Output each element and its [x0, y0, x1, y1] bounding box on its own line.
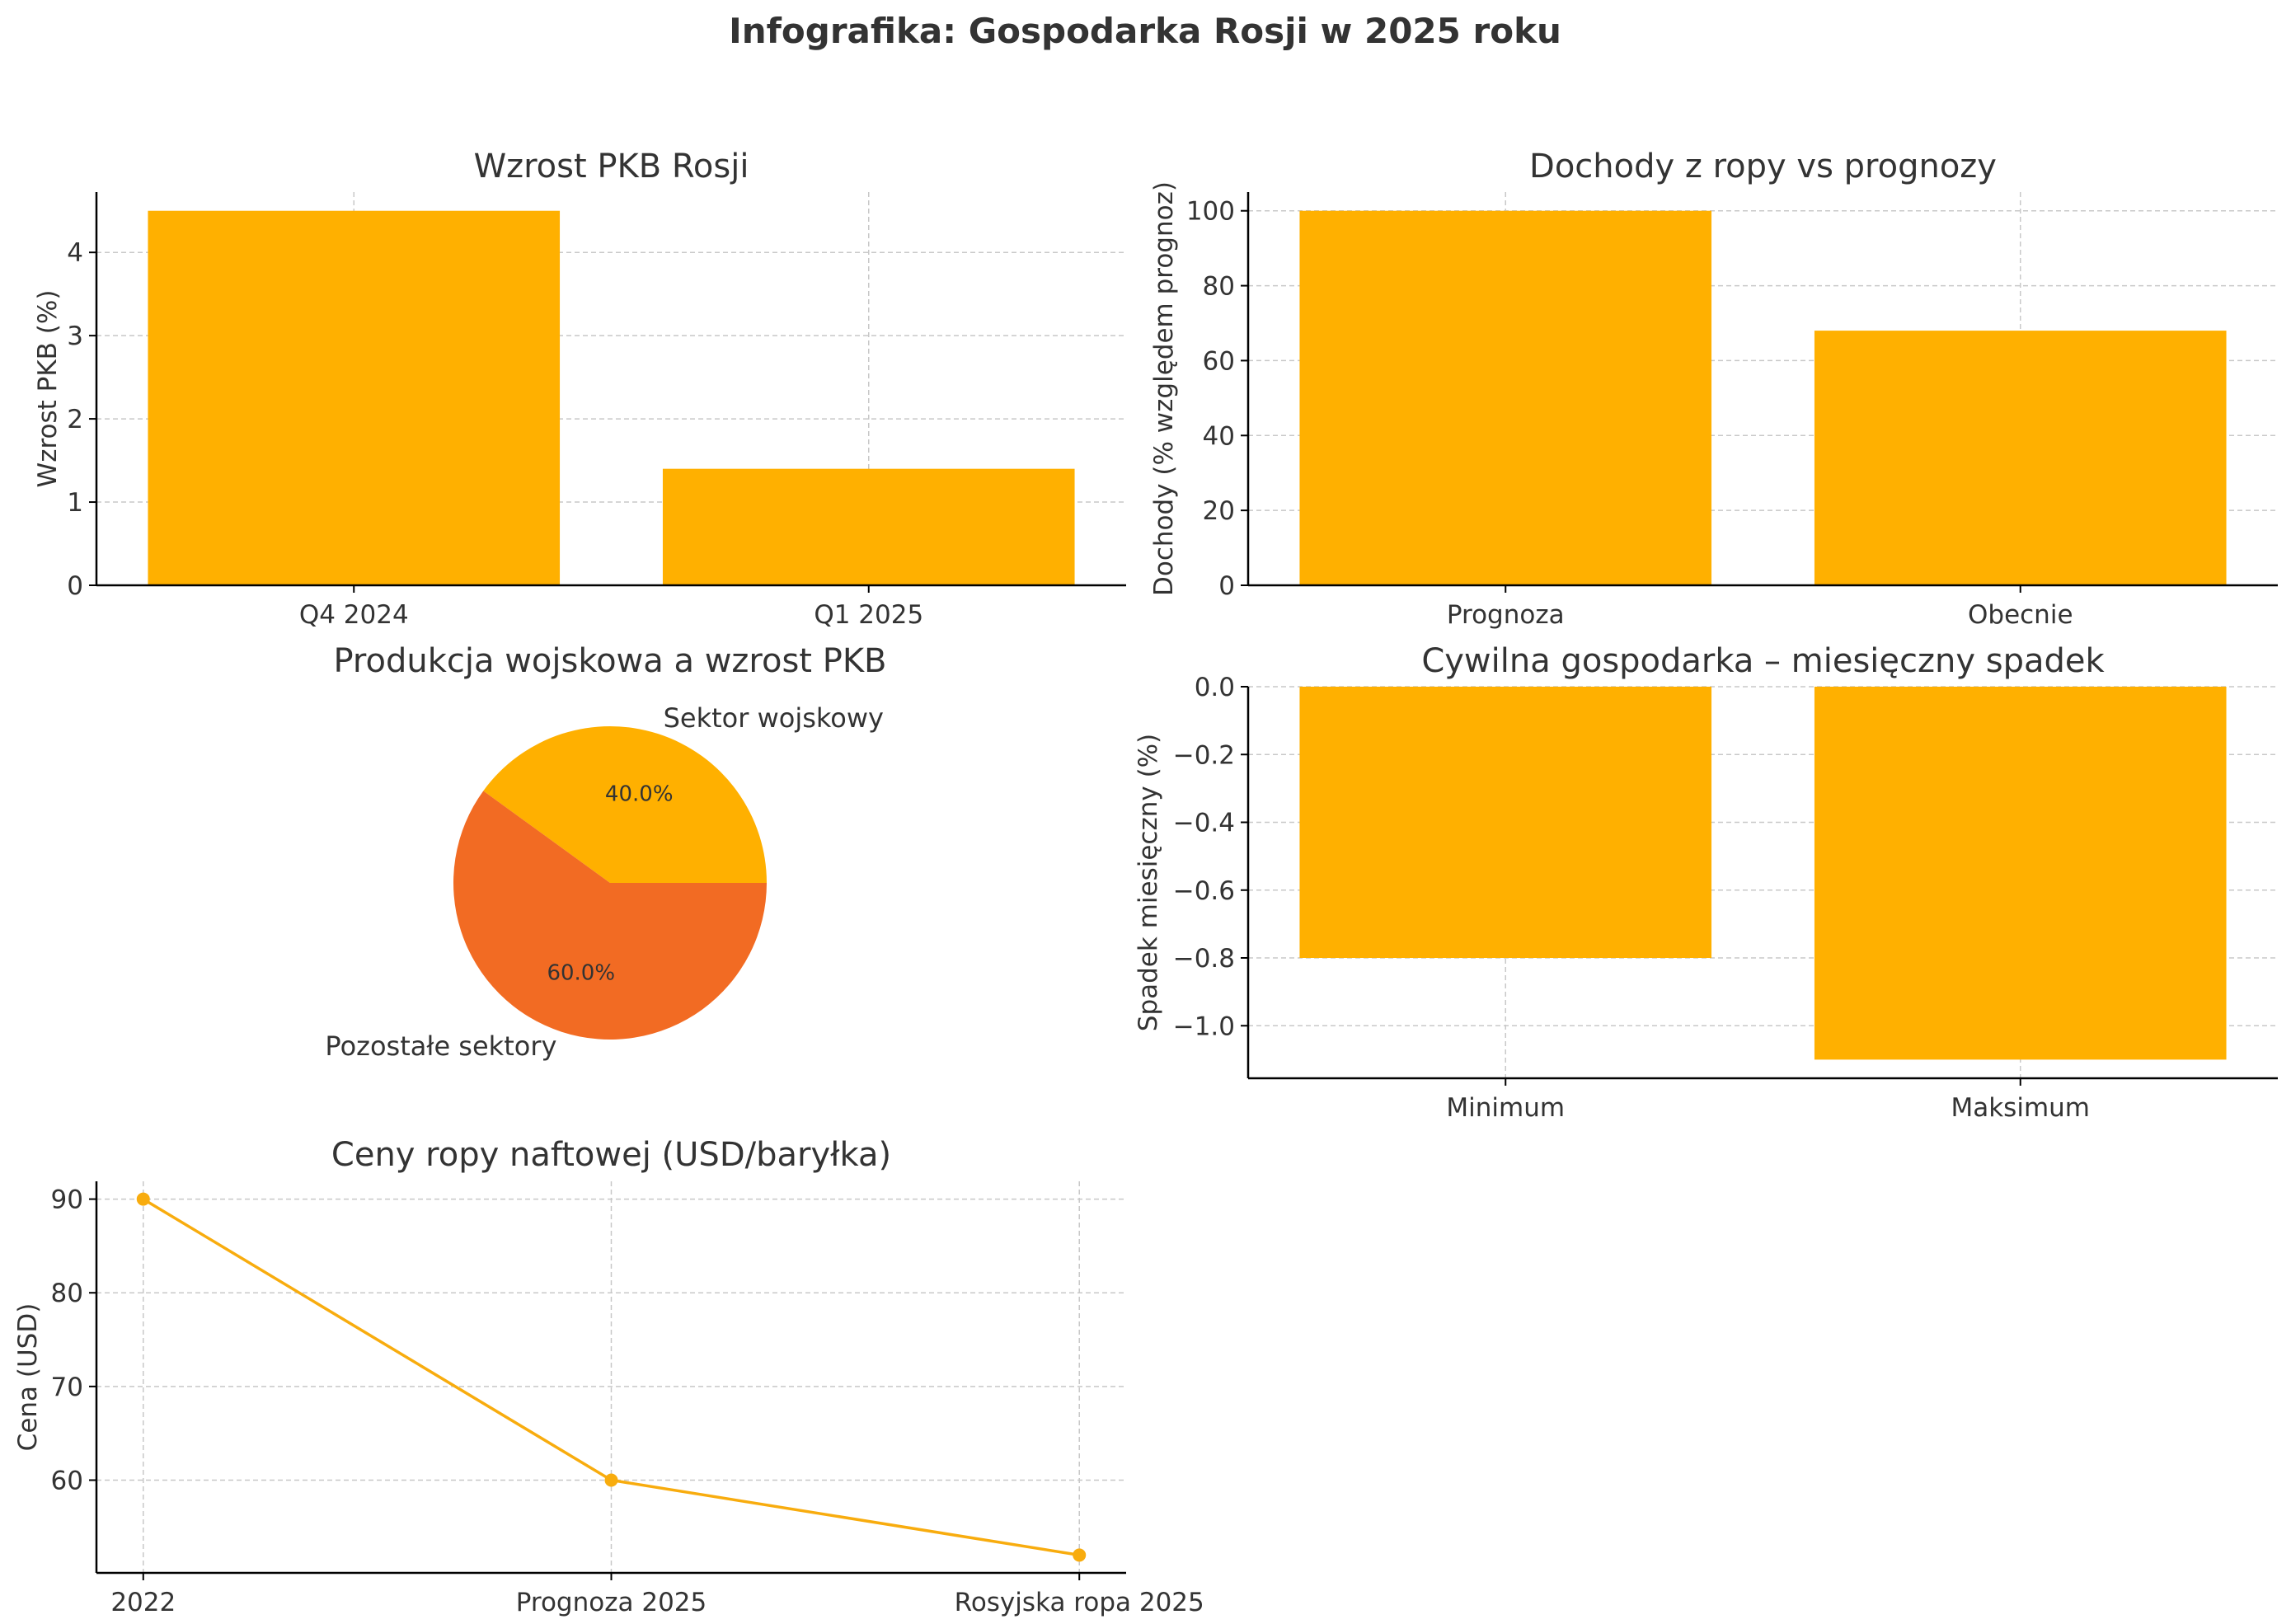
- pie-slice: [453, 791, 767, 1040]
- chart-title: Cywilna gospodarka – miesięczny spadek: [1421, 642, 2105, 680]
- bar: [1299, 210, 1712, 585]
- y-tick-label: 0: [1218, 571, 1235, 601]
- y-tick-label: 0.0: [1195, 673, 1235, 702]
- y-tick-label: 80: [51, 1279, 83, 1308]
- y-axis-label: Cena (USD): [13, 1303, 43, 1452]
- data-point: [136, 1192, 150, 1206]
- y-tick-label: 100: [1186, 197, 1235, 227]
- x-tick-label: Q4 2024: [299, 600, 409, 630]
- y-tick-label: −0.2: [1173, 740, 1235, 770]
- x-tick-label: Prognoza: [1447, 600, 1565, 630]
- bar: [662, 468, 1075, 585]
- y-tick-label: −1.0: [1173, 1011, 1235, 1041]
- pie-percent-label: 60.0%: [547, 960, 615, 985]
- y-axis-label: Spadek miesięczny (%): [1134, 734, 1163, 1031]
- pie-percent-label: 40.0%: [605, 782, 674, 807]
- y-tick-label: 90: [51, 1185, 83, 1215]
- x-tick-label: Obecnie: [1968, 600, 2073, 630]
- y-tick-label: 4: [67, 238, 83, 268]
- y-tick-label: 20: [1203, 496, 1235, 526]
- y-tick-label: 40: [1203, 421, 1235, 451]
- y-tick-label: −0.6: [1173, 876, 1235, 906]
- chart-5: Ceny ropy naftowej (USD/baryłka) 60 70 80 90…: [13, 1136, 1204, 1617]
- chart-title: Wzrost PKB Rosji: [474, 148, 749, 185]
- bar: [1814, 687, 2227, 1060]
- main-title: Infografika: Gospodarka Rosji w 2025 rok…: [729, 11, 1561, 51]
- pie-slice: [483, 726, 767, 883]
- pie-category-label: Pozostałe sektory: [325, 1030, 556, 1062]
- chart-3: Produkcja wojskowa a wzrost PKB 40.0% Sekt…: [325, 642, 886, 1062]
- y-tick-label: 60: [1203, 346, 1235, 376]
- x-tick-label: Maksimum: [1951, 1093, 2090, 1123]
- bar: [1299, 687, 1712, 959]
- chart-2: Dochody z ropy vs prognozy 0 20 40 60 80 100 Pr…: [1149, 148, 2278, 630]
- bar: [148, 210, 561, 585]
- data-point: [1073, 1548, 1087, 1562]
- x-tick-label: 2022: [110, 1588, 176, 1617]
- pie-category-label: Sektor wojskowy: [664, 702, 884, 734]
- y-axis-label: Dochody (% względem prognoz): [1149, 181, 1179, 596]
- y-tick-label: 70: [51, 1373, 83, 1402]
- charts-container: Wzrost PKB Rosji 0 1 2 3 4 Q4 2024 Q1 2025 Wzros…: [13, 148, 2278, 1617]
- chart-1: Wzrost PKB Rosji 0 1 2 3 4 Q4 2024 Q1 2025 Wzros…: [33, 148, 1126, 630]
- series-line: [142, 1198, 1080, 1557]
- x-tick-label: Rosyjska ropa 2025: [955, 1588, 1204, 1617]
- y-axis-label: Wzrost PKB (%): [33, 290, 63, 488]
- chart-4: Cywilna gospodarka – miesięczny spadek 0.…: [1134, 642, 2278, 1123]
- y-tick-label: −0.8: [1173, 944, 1235, 974]
- chart-title: Ceny ropy naftowej (USD/baryłka): [331, 1136, 891, 1174]
- x-tick-label: Prognoza 2025: [516, 1588, 707, 1617]
- y-tick-label: 0: [67, 571, 83, 601]
- x-tick-label: Minimum: [1446, 1093, 1565, 1123]
- x-tick-label: Q1 2025: [814, 600, 923, 630]
- y-tick-label: 60: [51, 1467, 83, 1496]
- bar: [1814, 331, 2227, 585]
- y-tick-label: 3: [67, 322, 83, 351]
- y-tick-label: 80: [1203, 272, 1235, 302]
- y-tick-label: 2: [67, 405, 83, 434]
- data-point: [604, 1473, 618, 1487]
- chart-title: Produkcja wojskowa a wzrost PKB: [334, 642, 887, 680]
- y-tick-label: 1: [67, 488, 83, 518]
- y-tick-label: −0.4: [1173, 809, 1235, 838]
- chart-title: Dochody z ropy vs prognozy: [1529, 148, 1997, 185]
